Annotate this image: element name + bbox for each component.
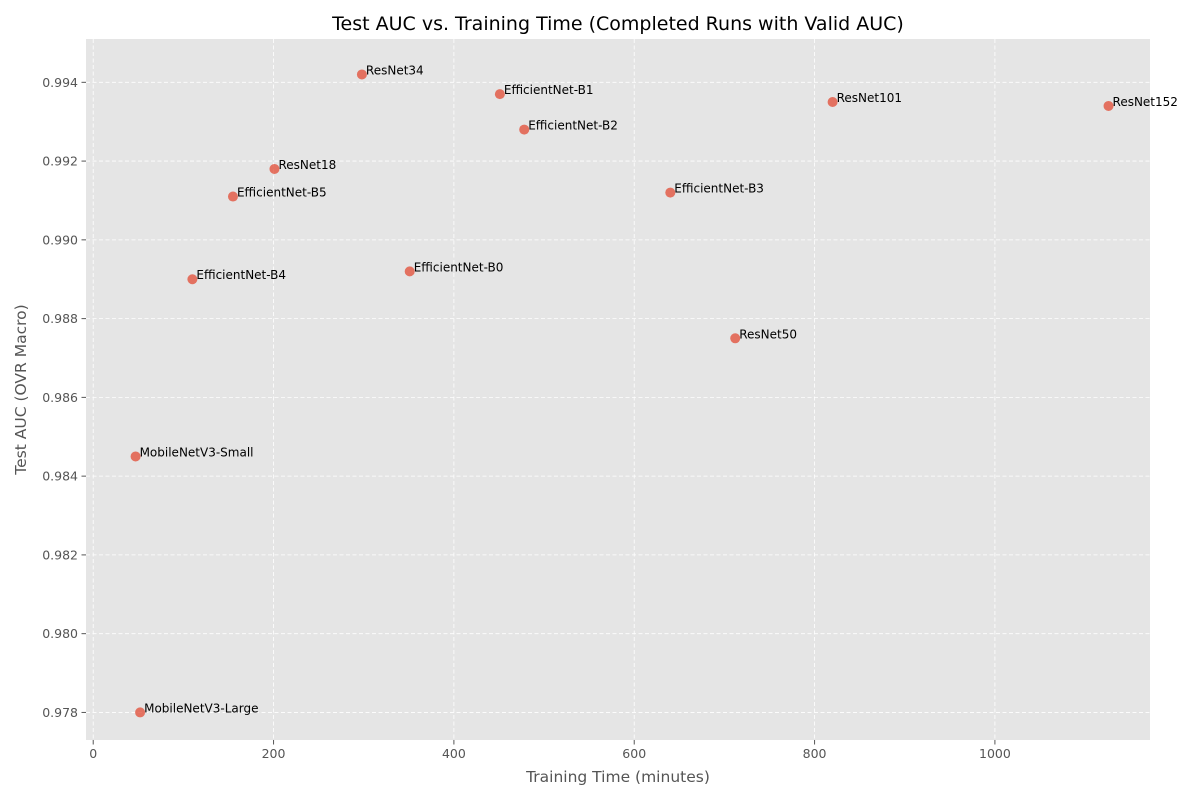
y-tick-label: 0.980 (42, 626, 78, 641)
chart-title: Test AUC vs. Training Time (Completed Ru… (331, 13, 904, 35)
data-point (1103, 100, 1114, 111)
point-label: EfficientNet-B2 (528, 119, 618, 133)
data-point (494, 89, 505, 100)
point-label: EfficientNet-B4 (196, 268, 286, 282)
data-point (730, 333, 741, 344)
y-tick-label: 0.978 (42, 705, 78, 720)
point-labels: ResNet34 EfficientNet-B1 ResNet101 ResNet15… (140, 63, 1178, 715)
point-label: EfficientNet-B3 (674, 182, 764, 196)
x-tick-label: 1000 (979, 746, 1011, 761)
data-point (827, 97, 838, 108)
y-tick-label: 0.988 (42, 311, 78, 326)
x-tick-label: 400 (442, 746, 466, 761)
data-point (404, 266, 415, 277)
point-label: ResNet50 (739, 327, 797, 341)
x-tick-label: 0 (89, 746, 97, 761)
y-tick-label: 0.982 (42, 547, 78, 562)
data-point (227, 191, 238, 202)
y-tick-label: 0.994 (42, 75, 78, 90)
y-tick-label: 0.990 (42, 232, 78, 247)
x-tick-label: 200 (262, 746, 286, 761)
point-label: MobileNetV3-Large (144, 701, 258, 715)
data-point (665, 187, 676, 198)
y-axis-label: Test AUC (OVR Macro) (12, 304, 30, 475)
point-label: ResNet18 (278, 158, 336, 172)
gridlines (86, 39, 1150, 740)
data-point (135, 707, 146, 718)
data-point (356, 69, 367, 80)
plot-area (86, 39, 1150, 740)
point-label: ResNet34 (366, 63, 424, 77)
data-point (519, 124, 530, 135)
axis-ticks: 0 200 400 600 800 1000 0.978 0.980 0.982 0.984 0.9… (42, 75, 1011, 761)
y-tick-label: 0.984 (42, 469, 78, 484)
x-tick-label: 600 (622, 746, 646, 761)
point-label: EfficientNet-B1 (504, 83, 594, 97)
data-point (187, 274, 198, 285)
point-label: EfficientNet-B5 (237, 186, 327, 200)
point-label: ResNet101 (837, 91, 902, 105)
point-label: EfficientNet-B0 (414, 260, 504, 274)
data-point (130, 451, 141, 462)
x-axis-label: Training Time (minutes) (525, 768, 710, 786)
y-tick-label: 0.986 (42, 390, 78, 405)
y-tick-label: 0.992 (42, 154, 78, 169)
point-label: MobileNetV3-Small (140, 445, 254, 459)
data-point (269, 163, 280, 174)
point-label: ResNet152 (1113, 95, 1178, 109)
data-points (130, 69, 1114, 718)
x-tick-label: 800 (803, 746, 827, 761)
